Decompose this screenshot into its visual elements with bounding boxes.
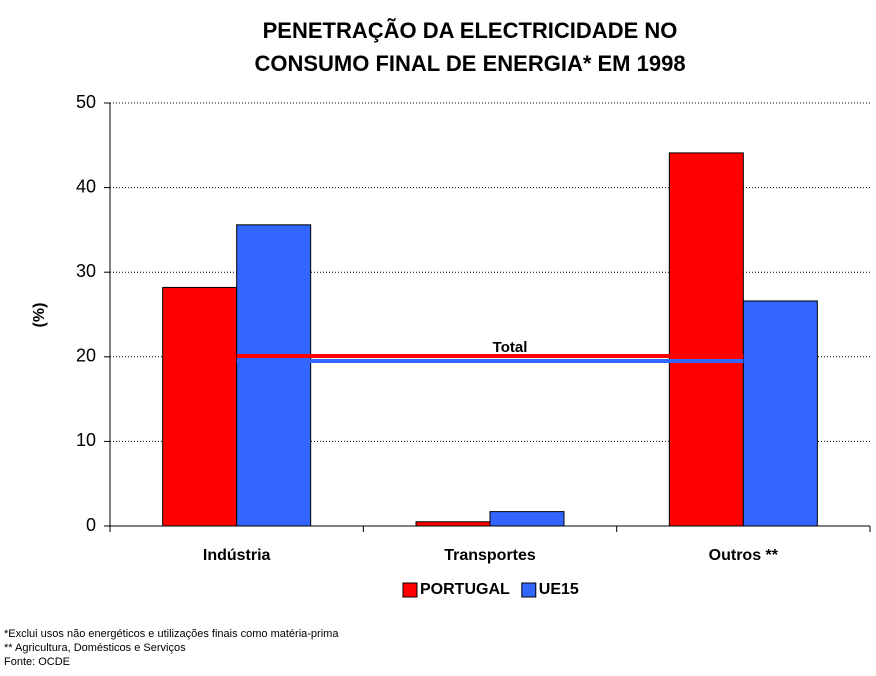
x-tick-label: Outros ** bbox=[709, 547, 779, 564]
footnote: Fonte: OCDE bbox=[4, 656, 70, 668]
bar bbox=[489, 511, 565, 527]
chart-title: CONSUMO FINAL DE ENERGIA* EM 1998 bbox=[254, 51, 685, 76]
y-tick-label: 0 bbox=[86, 515, 96, 535]
legend-swatch bbox=[402, 582, 418, 598]
x-tick-label: Transportes bbox=[444, 547, 536, 564]
y-tick-label: 10 bbox=[76, 430, 96, 450]
x-tick-label: Indústria bbox=[203, 547, 271, 564]
bar bbox=[668, 152, 744, 527]
bar bbox=[236, 224, 312, 527]
y-tick-label: 20 bbox=[76, 346, 96, 366]
y-axis-label: (%) bbox=[31, 303, 48, 328]
chart-title: PENETRAÇÃO DA ELECTRICIDADE NO bbox=[263, 18, 678, 43]
legend-swatch bbox=[521, 582, 537, 598]
y-tick-label: 40 bbox=[76, 176, 96, 196]
bar bbox=[415, 521, 491, 527]
y-tick-label: 50 bbox=[76, 92, 96, 112]
legend-label: UE15 bbox=[539, 581, 579, 598]
y-tick-label: 30 bbox=[76, 261, 96, 281]
bar bbox=[162, 286, 238, 527]
total-label: Total bbox=[493, 339, 528, 356]
bar bbox=[742, 300, 818, 527]
footnote: ** Agricultura, Domésticos e Serviços bbox=[4, 642, 186, 654]
legend-label: PORTUGAL bbox=[420, 581, 510, 598]
footnote: *Exclui usos não energéticos e utilizaçõ… bbox=[4, 628, 339, 640]
